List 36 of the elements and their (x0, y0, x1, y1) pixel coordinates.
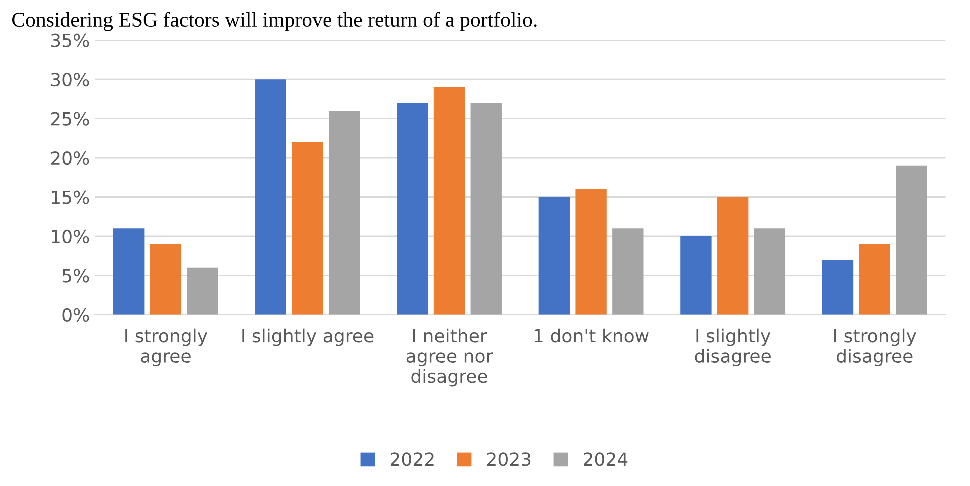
bar (680, 236, 712, 315)
x-tick-label: I strongly disagree (834, 328, 916, 367)
x-tick-label: I neither agree nor disagree (406, 328, 494, 387)
bar (434, 87, 466, 315)
y-tick-label: 5% (62, 269, 90, 283)
bar (292, 142, 324, 315)
x-tick-label: I slightly disagree (695, 328, 771, 367)
bar (754, 228, 786, 315)
bar (397, 103, 428, 315)
y-tick-label: 25% (51, 112, 90, 126)
bar (470, 103, 502, 315)
bar (896, 166, 928, 315)
bar (822, 260, 854, 315)
chart-title: Considering ESG factors will improve the return of a portfolio. (12, 12, 537, 32)
bar (576, 189, 607, 315)
y-tick-label: 30% (51, 73, 90, 87)
bar (187, 268, 218, 315)
y-tick-label: 20% (51, 151, 90, 166)
bar (255, 80, 286, 315)
y-tick-label: 10% (52, 230, 90, 244)
bar (329, 110, 360, 315)
bar (150, 244, 182, 315)
legend-label: 2023 (487, 452, 531, 466)
legend-label: 2024 (584, 452, 628, 466)
bar (859, 244, 890, 315)
x-tick-label: I strongly agree (126, 328, 208, 367)
bar (612, 228, 644, 315)
y-tick-label: 15% (52, 190, 90, 204)
legend-label: 2022 (390, 452, 434, 466)
x-tick-label: I slightly agree (242, 328, 374, 346)
y-tick-label: 0% (62, 308, 90, 322)
bar (113, 228, 145, 315)
bar (717, 197, 749, 315)
y-tick-label: 35% (51, 34, 90, 48)
x-tick-label: 1 don't know (534, 328, 649, 343)
bar (538, 197, 570, 315)
